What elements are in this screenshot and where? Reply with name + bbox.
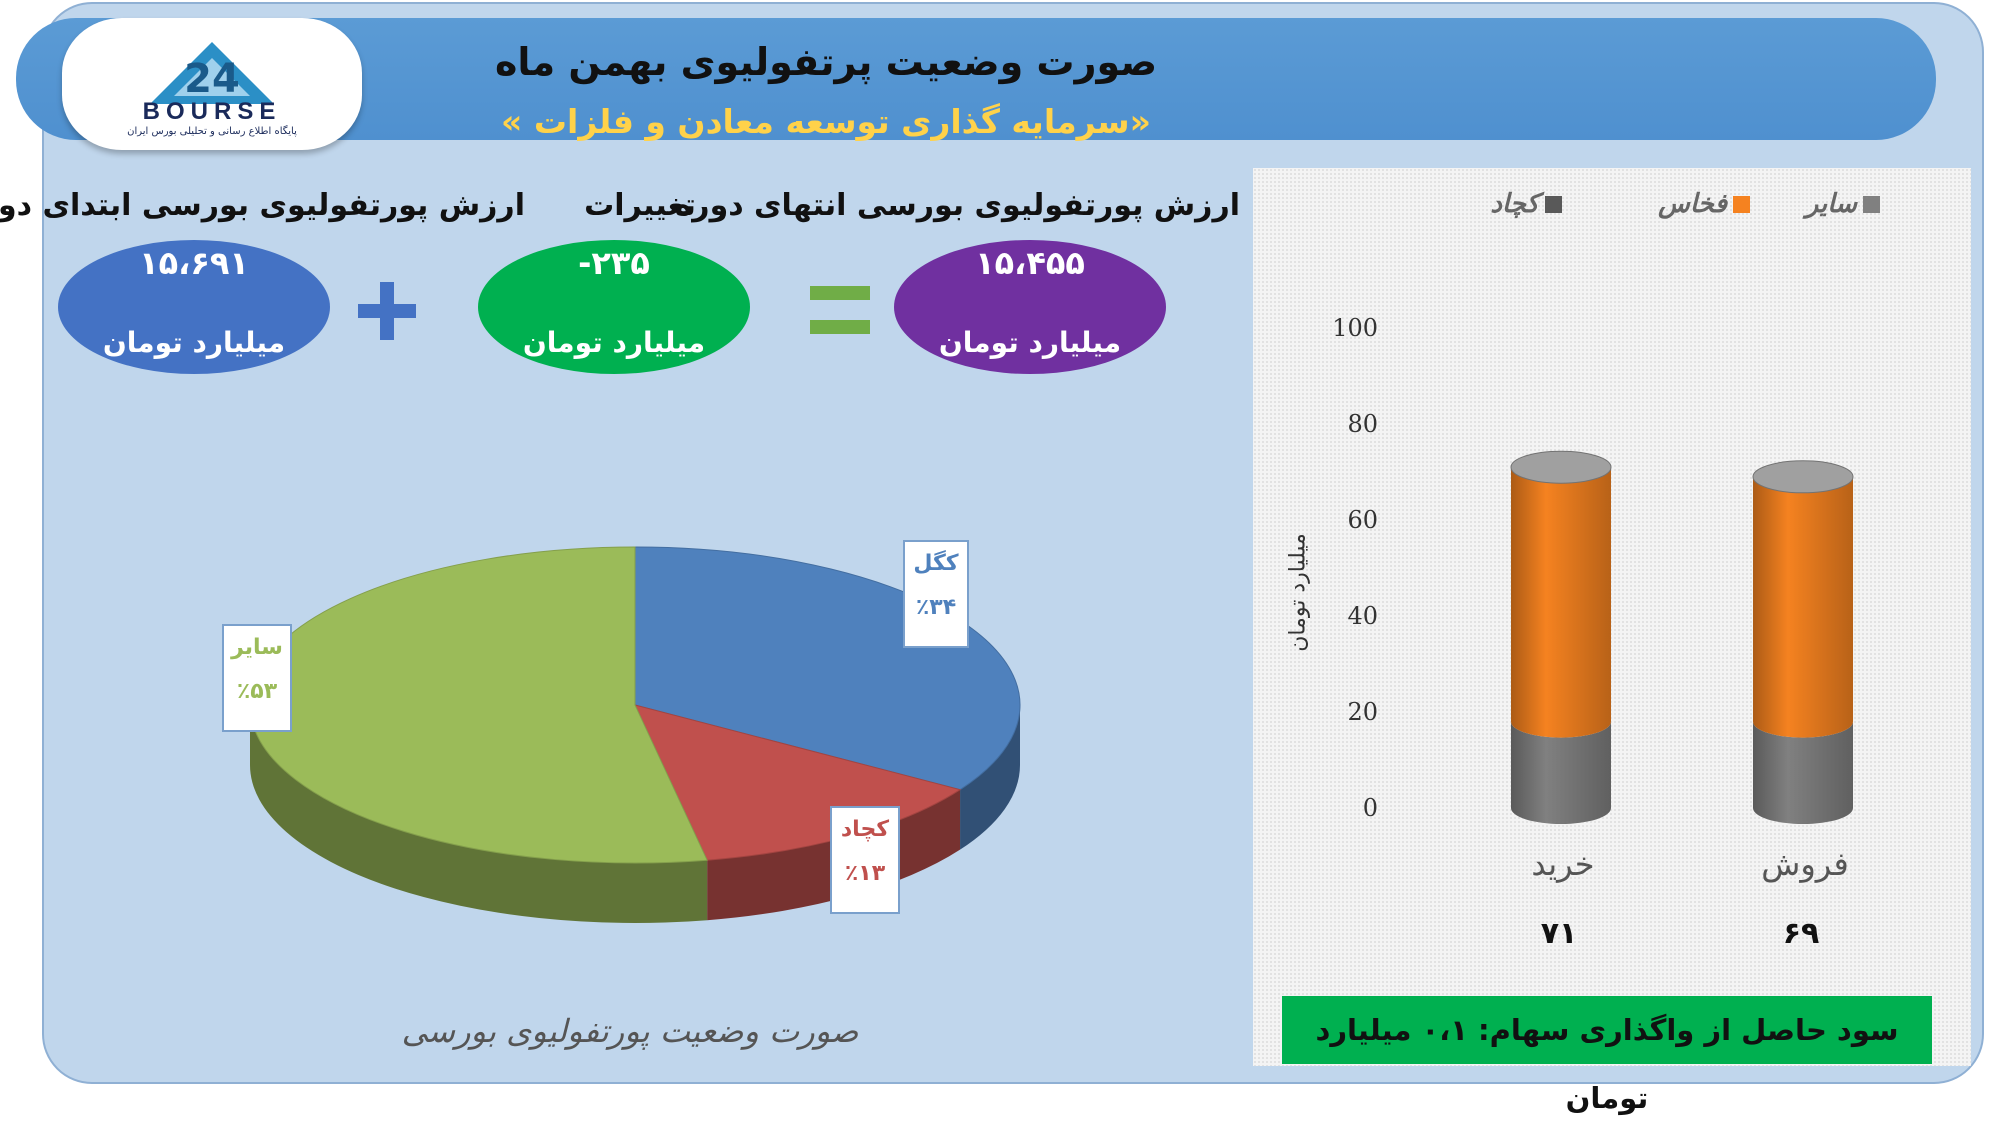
- pie-chart-title: صورت وضعیت پورتفولیوی بورسی: [401, 1012, 859, 1050]
- legend-label-2: کچاد: [1490, 189, 1544, 219]
- y-tick-80: 80: [1347, 410, 1378, 438]
- category-label-1: فروش: [1761, 845, 1848, 883]
- change-ellipse: -۲۳۵ میلیارد تومان: [478, 240, 750, 374]
- bar-1-cap: [1752, 460, 1854, 494]
- start-value-unit: میلیارد تومان: [102, 326, 286, 359]
- bar-1-segment-0: [1753, 721, 1853, 824]
- pie-side-2: [250, 705, 708, 923]
- logo-mark-icon: 24: [150, 42, 274, 104]
- pie-label-kagol-name: کگل: [913, 551, 959, 576]
- bar-0-segment-1: [1511, 467, 1611, 738]
- start-value-ellipse: ۱۵،۶۹۱ میلیارد تومان: [58, 240, 330, 374]
- end-value: ۱۵،۴۵۵: [975, 244, 1085, 282]
- profit-box: سود حاصل از واگذاری سهام: ۰،۱ میلیارد تو…: [1282, 996, 1932, 1115]
- logo: 24 BOURSE پایگاه اطلاع رسانی و تحلیلی بو…: [62, 18, 362, 150]
- start-value-label: ارزش پورتفولیوی بورسی ابتدای دوره: [0, 188, 525, 223]
- pie-label-kagol-value: ٪۳۴: [915, 595, 957, 620]
- y-tick-40: 40: [1347, 602, 1378, 630]
- change-value: -۲۳۵: [578, 244, 650, 282]
- legend-label-1: فخاس: [1657, 189, 1728, 219]
- equals-icon: [810, 286, 870, 336]
- pie-label-other-value: ٪۵۳: [236, 679, 278, 704]
- logo-mark-text: 24: [184, 56, 240, 102]
- y-tick-0: 0: [1363, 794, 1378, 822]
- y-tick-20: 20: [1347, 698, 1378, 726]
- category-total-1: ۶۹: [1783, 916, 1820, 951]
- y-tick-100: 100: [1332, 314, 1378, 342]
- y-tick-60: 60: [1347, 506, 1378, 534]
- pie-label-kachad-name: کچاد: [840, 817, 890, 842]
- plus-icon: [358, 282, 416, 340]
- pie-label-other: سایر ٪۵۳: [222, 624, 292, 732]
- pie-label-kachad-value: ٪۱۳: [844, 861, 886, 886]
- legend-swatch-0: [1863, 196, 1880, 213]
- end-value-label: ارزش پورتفولیوی بورسی انتهای دوره: [674, 188, 1240, 223]
- pie-label-kagol: کگل ٪۳۴: [903, 540, 969, 648]
- legend-swatch-1: [1733, 196, 1750, 213]
- bar-0-segment-0: [1511, 721, 1611, 824]
- logo-text: BOURSE: [142, 98, 282, 125]
- bar-1-segment-1: [1753, 476, 1853, 738]
- end-value-ellipse: ۱۵،۴۵۵ میلیارد تومان: [894, 240, 1166, 374]
- category-total-0: ۷۱: [1541, 916, 1578, 951]
- legend-swatch-2: [1545, 196, 1562, 213]
- pie-label-other-name: سایر: [231, 635, 283, 660]
- change-label: تغییرات: [584, 188, 696, 223]
- trade-bar-chart: سایر فخاس کچاد 0 20 40 60 80 100 خرید ۷۱ فروش ۶۹: [1332, 189, 1880, 951]
- bar-0-cap: [1510, 450, 1612, 484]
- legend-label-0: سایر: [1802, 189, 1859, 219]
- bar-chart-panel: [1253, 168, 1971, 1066]
- page-subtitle: «سرمایه گذاری توسعه معادن و فلزات »: [501, 102, 1151, 141]
- pie-side-0: [960, 705, 1020, 850]
- change-value-unit: میلیارد تومان: [522, 326, 706, 359]
- pie-label-kachad: کچاد ٪۱۳: [830, 806, 900, 914]
- page-title: صورت وضعیت پرتفولیوی بهمن ماه: [494, 40, 1158, 84]
- logo-tagline: پایگاه اطلاع رسانی و تحلیلی بورس ایران: [127, 126, 297, 137]
- category-label-0: خرید: [1531, 845, 1594, 883]
- bar-chart-y-axis-label: میلیارد تومان: [1285, 533, 1311, 652]
- end-value-unit: میلیارد تومان: [938, 326, 1122, 359]
- start-value: ۱۵،۶۹۱: [139, 244, 249, 282]
